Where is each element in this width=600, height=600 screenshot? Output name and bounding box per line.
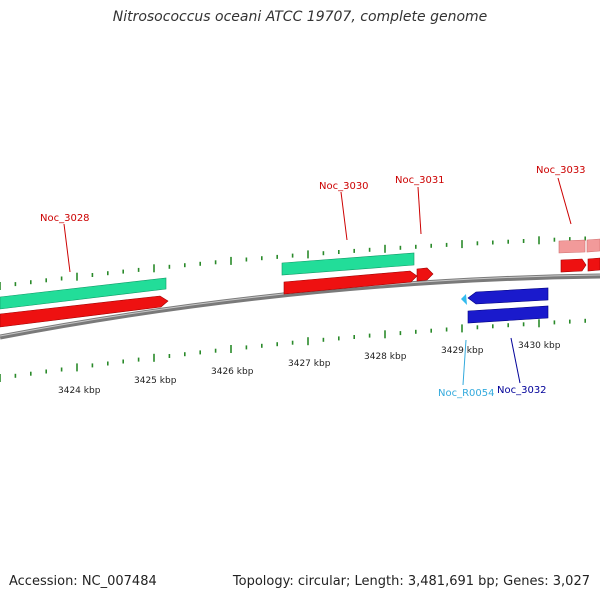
leader-noc-3032 bbox=[510, 337, 521, 384]
scale-label: 3427 kbp bbox=[288, 359, 331, 369]
scale-label: 3426 kbp bbox=[211, 367, 254, 377]
gene-bar-noc-3030[interactable] bbox=[281, 252, 415, 276]
forward-scale-ticks bbox=[0, 236, 587, 290]
reverse-scale-ticks bbox=[0, 318, 587, 382]
scale-label: 3428 kbp bbox=[364, 352, 407, 362]
feature-labels: Noc_3028 Noc_3030 Noc_3031 Noc_3033 Noc_… bbox=[40, 165, 586, 399]
cds-arrow-noc-3032-b[interactable] bbox=[467, 305, 549, 324]
label-leader-lines bbox=[63, 177, 572, 386]
cds-arrow-noc-3030[interactable] bbox=[283, 270, 418, 295]
genome-summary-text: Topology: circular; Length: 3,481,691 bp… bbox=[232, 574, 590, 589]
feature-label-noc-3033[interactable]: Noc_3033 bbox=[536, 165, 586, 176]
cds-arrow-noc-3033-b[interactable] bbox=[587, 257, 600, 272]
map-title: Nitrosococcus oceani ATCC 19707, complet… bbox=[112, 9, 488, 25]
feature-label-noc-3028[interactable]: Noc_3028 bbox=[40, 213, 90, 224]
scale-labels: 3424 kbp 3425 kbp 3426 kbp 3427 kbp 3428… bbox=[58, 341, 561, 396]
feature-label-noc-3031[interactable]: Noc_3031 bbox=[395, 175, 445, 186]
feature-label-noc-r0054[interactable]: Noc_R0054 bbox=[438, 388, 495, 399]
feature-label-noc-3030[interactable]: Noc_3030 bbox=[319, 181, 369, 192]
gene-bar-noc-3033-b[interactable] bbox=[586, 238, 600, 253]
leader-noc-3033 bbox=[557, 177, 572, 225]
gene-bar-noc-3033-a[interactable] bbox=[558, 239, 586, 254]
feature-label-noc-3032[interactable]: Noc_3032 bbox=[497, 385, 547, 396]
accession-text: Accession: NC_007484 bbox=[9, 574, 157, 589]
genome-backbone bbox=[0, 273, 600, 340]
cds-arrow-noc-3032-a[interactable] bbox=[467, 287, 549, 305]
cds-arrow-noc-3031[interactable] bbox=[416, 267, 434, 282]
leader-noc-3031 bbox=[417, 186, 422, 235]
gene-bar-noc-3028[interactable] bbox=[0, 277, 167, 310]
scale-label: 3425 kbp bbox=[134, 376, 177, 386]
cds-arrow-noc-3028[interactable] bbox=[0, 295, 169, 328]
leader-noc-3030 bbox=[340, 191, 348, 241]
leader-noc-r0054 bbox=[462, 339, 467, 386]
scale-label: 3429 kbp bbox=[441, 346, 484, 356]
cds-arrow-noc-3033-a[interactable] bbox=[560, 258, 587, 273]
scale-label: 3424 kbp bbox=[58, 386, 101, 396]
scale-label: 3430 kbp bbox=[518, 341, 561, 351]
rna-arrow-noc-r0054[interactable] bbox=[461, 294, 467, 305]
leader-noc-3028 bbox=[63, 223, 71, 273]
